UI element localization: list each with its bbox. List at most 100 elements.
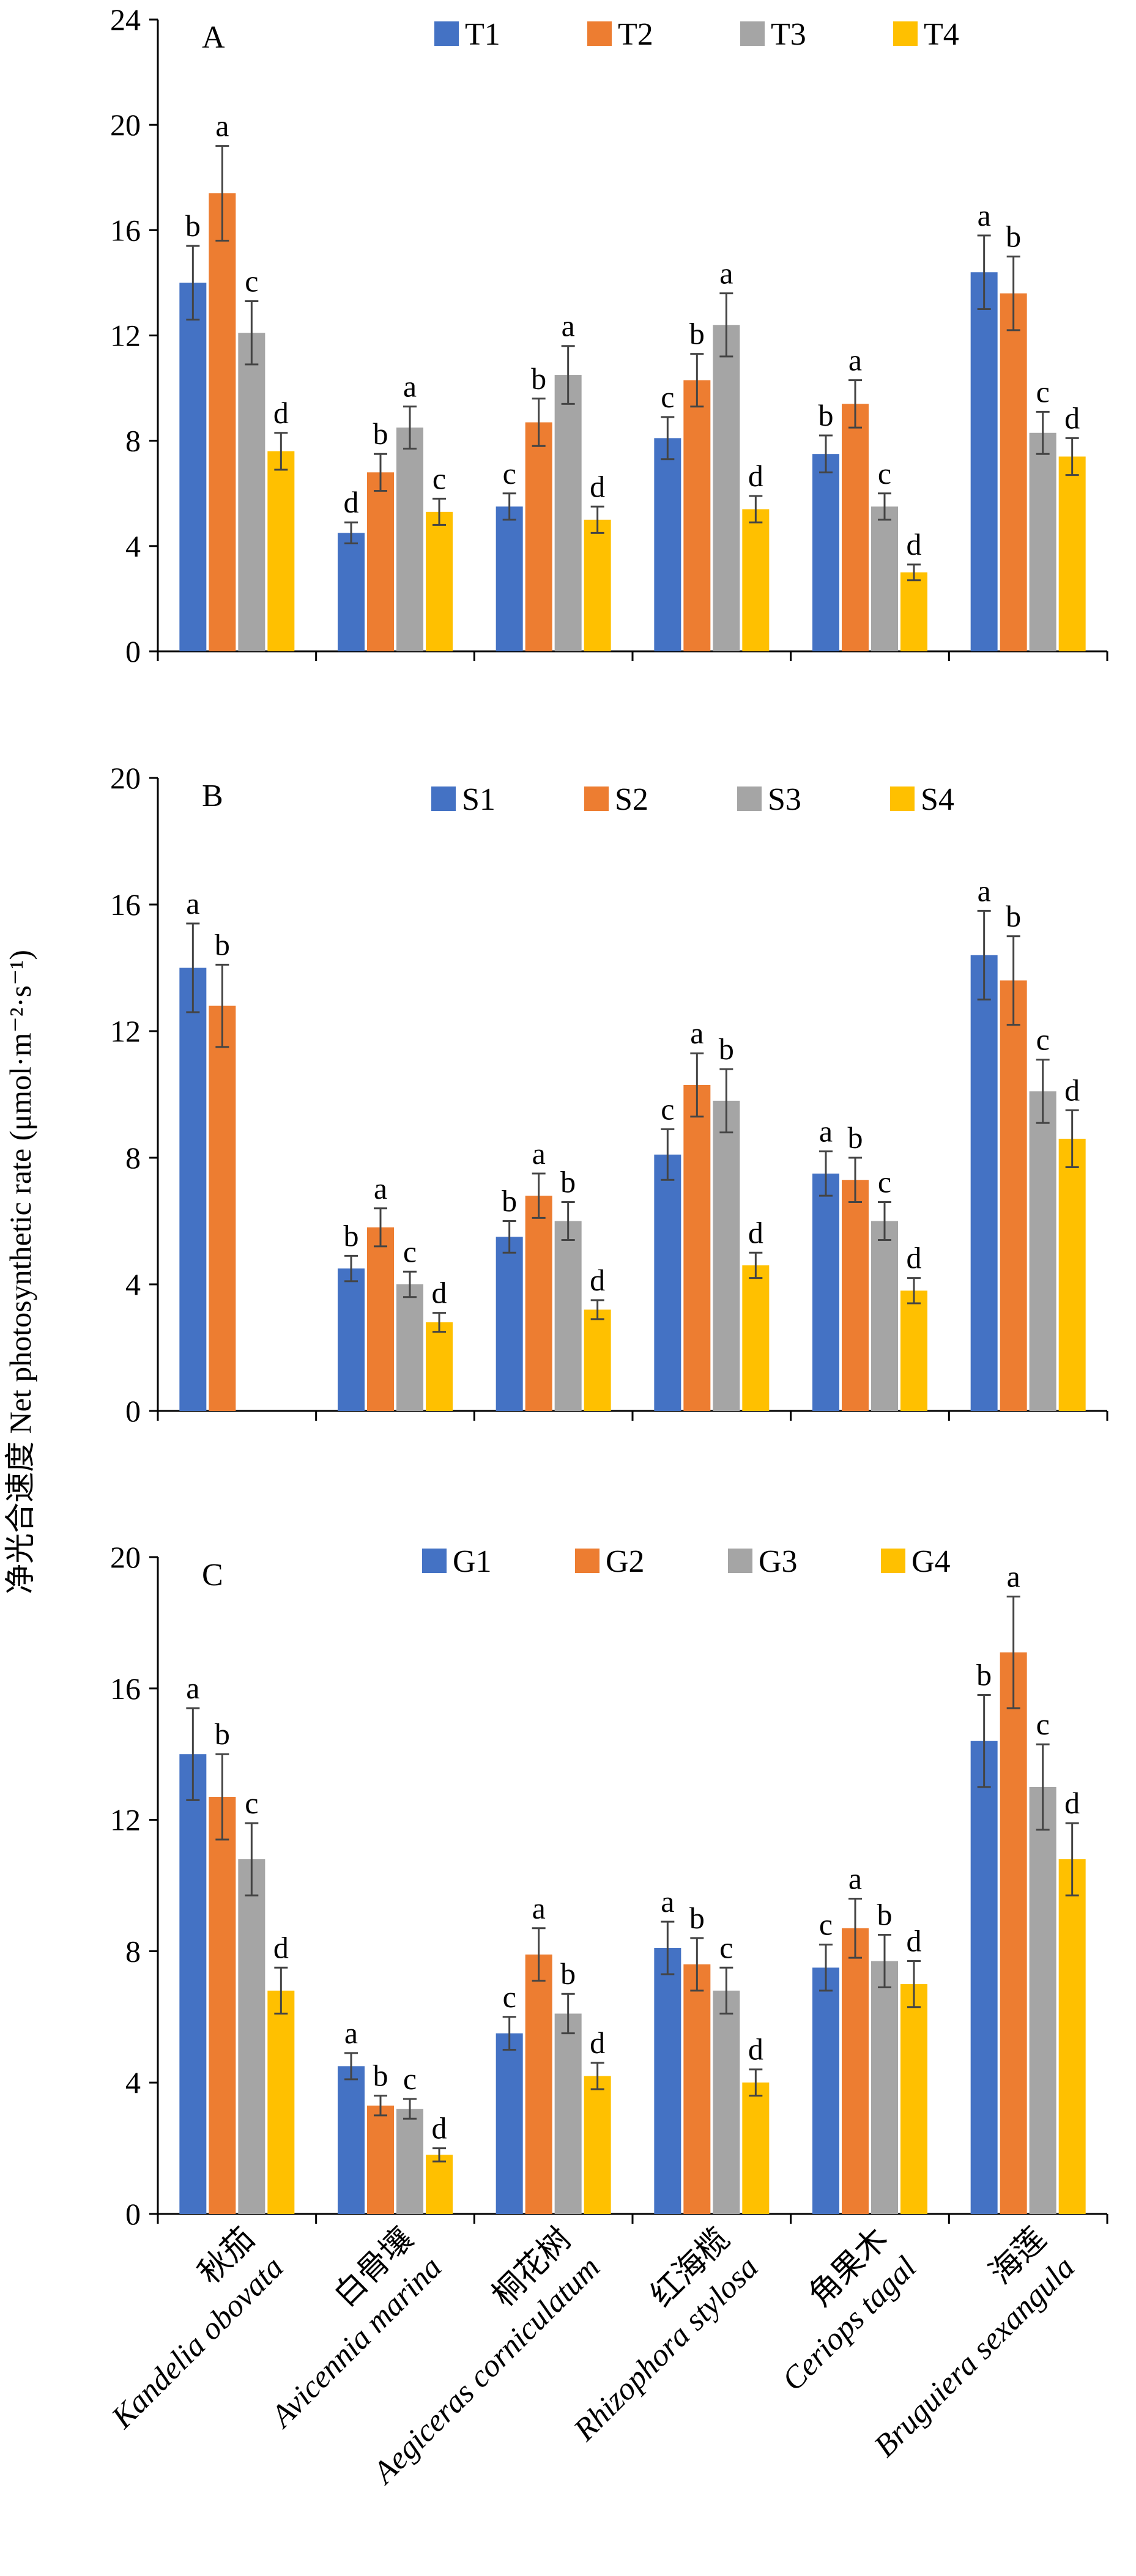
significance-letter: a <box>374 1171 387 1205</box>
bar <box>1000 1652 1027 2214</box>
bar <box>338 533 365 651</box>
x-category-label: 角果木Ceriops tagal <box>747 2221 923 2397</box>
bar <box>584 519 611 651</box>
bar <box>209 193 236 651</box>
bar <box>267 451 295 651</box>
bar <box>426 511 453 651</box>
y-tick-label: 20 <box>110 108 141 142</box>
bar <box>970 955 998 1411</box>
bar <box>683 1084 711 1411</box>
significance-letter: b <box>531 361 546 396</box>
significance-letter: d <box>590 469 605 503</box>
bar <box>871 1221 898 1411</box>
bar <box>654 438 681 651</box>
bar <box>742 509 770 651</box>
bar <box>842 1180 869 1411</box>
significance-letter: b <box>819 398 834 432</box>
bar <box>683 1964 711 2214</box>
legend-label: G2 <box>606 1544 645 1579</box>
significance-letter: c <box>661 1092 674 1126</box>
bar <box>1058 1859 1086 2214</box>
legend-swatch <box>737 786 762 811</box>
legend-swatch <box>893 21 918 46</box>
y-tick-label: 12 <box>110 1803 141 1837</box>
significance-letter: d <box>1064 401 1080 435</box>
bar <box>970 272 998 651</box>
significance-letter: b <box>848 1120 863 1155</box>
bar <box>1029 1786 1056 2214</box>
y-tick-label: 8 <box>125 1934 141 1968</box>
legend-swatch <box>434 21 459 46</box>
x-category-label: 红海榄Rhizophora stylosa <box>538 2221 765 2448</box>
significance-letter: a <box>848 343 862 377</box>
y-tick-label: 8 <box>125 424 141 458</box>
significance-letter: d <box>907 1924 922 1958</box>
significance-letter: b <box>502 1184 517 1218</box>
significance-letter: b <box>185 209 201 243</box>
significance-letter: b <box>373 2059 388 2093</box>
bar <box>1000 293 1027 652</box>
panel-label: A <box>202 20 225 55</box>
bar <box>1029 1091 1056 1411</box>
legend-label: T3 <box>771 17 806 52</box>
legend-swatch <box>728 1549 752 1573</box>
bar <box>554 2013 582 2214</box>
bar <box>683 380 711 651</box>
y-tick-label: 12 <box>110 1014 141 1048</box>
significance-letter: c <box>403 2062 417 2096</box>
significance-letter: d <box>907 1241 922 1275</box>
significance-letter: d <box>432 1276 447 1310</box>
bar <box>842 404 869 651</box>
significance-letter: c <box>1036 1707 1050 1741</box>
bar <box>871 506 898 651</box>
bar <box>238 1859 265 2214</box>
y-tick-label: 4 <box>125 2065 141 2100</box>
bar <box>554 375 582 651</box>
bar <box>367 1227 394 1411</box>
bar <box>525 1196 552 1411</box>
significance-letter: c <box>432 461 446 495</box>
bar <box>584 2076 611 2214</box>
bar <box>338 1268 365 1411</box>
significance-letter: d <box>344 485 359 519</box>
bar <box>496 506 523 651</box>
bar <box>179 968 207 1411</box>
bar <box>209 1797 236 2214</box>
significance-letter: d <box>273 396 289 430</box>
significance-letter: b <box>560 1164 576 1199</box>
significance-letter: c <box>245 264 258 298</box>
legend-swatch <box>890 786 915 811</box>
significance-letter: b <box>215 1717 230 1751</box>
significance-letter: a <box>344 2016 358 2050</box>
significance-letter: a <box>661 1884 674 1919</box>
significance-letter: b <box>689 317 705 351</box>
significance-letter: a <box>532 1891 546 1925</box>
bar <box>554 1221 582 1411</box>
legend-label: T2 <box>618 17 653 52</box>
significance-letter: c <box>503 456 516 490</box>
bar <box>367 2105 394 2214</box>
bar <box>584 1309 611 1411</box>
y-tick-label: 8 <box>125 1141 141 1175</box>
significance-letter: c <box>661 380 674 414</box>
bar <box>812 1173 839 1411</box>
significance-letter: a <box>819 1114 833 1149</box>
significance-letter: b <box>1006 899 1021 933</box>
significance-letter: d <box>748 2032 763 2067</box>
bar <box>496 1237 523 1411</box>
bar <box>812 1967 839 2214</box>
bar <box>900 572 927 651</box>
legend-label: G4 <box>911 1544 951 1579</box>
bar <box>367 472 394 651</box>
significance-letter: c <box>245 1786 258 1820</box>
bar <box>654 1948 681 2214</box>
significance-letter: d <box>590 1263 605 1297</box>
significance-letter: c <box>819 1908 833 1942</box>
bar <box>900 1984 927 2214</box>
bar <box>742 1265 770 1411</box>
significance-letter: a <box>403 369 417 404</box>
panel-label: C <box>202 1558 223 1593</box>
bar <box>842 1928 869 2214</box>
